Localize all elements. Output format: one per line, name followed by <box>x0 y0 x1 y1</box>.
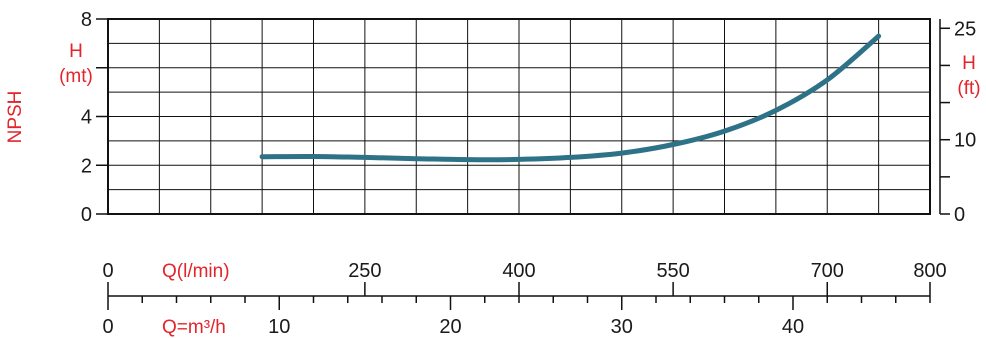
flow-lmin-axis: 0 250 400 550 700 800 0 10 20 30 40 <box>102 260 946 338</box>
npsh-axis-title: NPSH <box>5 91 26 144</box>
right-axis: 0 10 25 <box>939 18 976 226</box>
lmin-tick-label: 550 <box>656 260 689 282</box>
flow-m3h-label: Q=m³/h <box>162 317 226 338</box>
lmin-tick-label: 250 <box>348 260 381 282</box>
right-unit-label-h: H <box>962 53 976 74</box>
left-unit-label-mt: (mt) <box>59 66 93 87</box>
grid-lines <box>108 19 930 214</box>
left-tick-label: 8 <box>81 9 92 31</box>
right-tick-label: 0 <box>954 204 965 226</box>
left-tick-label: 4 <box>81 107 92 129</box>
right-unit-label-ft: (ft) <box>957 78 980 99</box>
lmin-tick-label: 400 <box>502 260 535 282</box>
m3h-tick-label: 20 <box>439 316 461 338</box>
m3h-tick-label: 30 <box>611 316 633 338</box>
left-tick-label: 2 <box>81 155 92 177</box>
left-axis: 0 2 4 8 <box>81 9 108 226</box>
right-tick-label: 25 <box>954 18 976 40</box>
m3h-tick-label: 40 <box>782 316 804 338</box>
npsh-curve <box>259 33 882 163</box>
flow-lmin-label: Q(l/min) <box>162 261 230 282</box>
lmin-tick-label: 800 <box>913 260 946 282</box>
lmin-tick-label: 0 <box>102 260 113 282</box>
m3h-tick-label: 0 <box>102 316 113 338</box>
left-tick-label: 0 <box>81 204 92 226</box>
right-tick-label: 10 <box>954 130 976 152</box>
m3h-tick-label: 10 <box>268 316 290 338</box>
lmin-tick-label: 700 <box>811 260 844 282</box>
left-unit-label-h: H <box>69 41 83 62</box>
